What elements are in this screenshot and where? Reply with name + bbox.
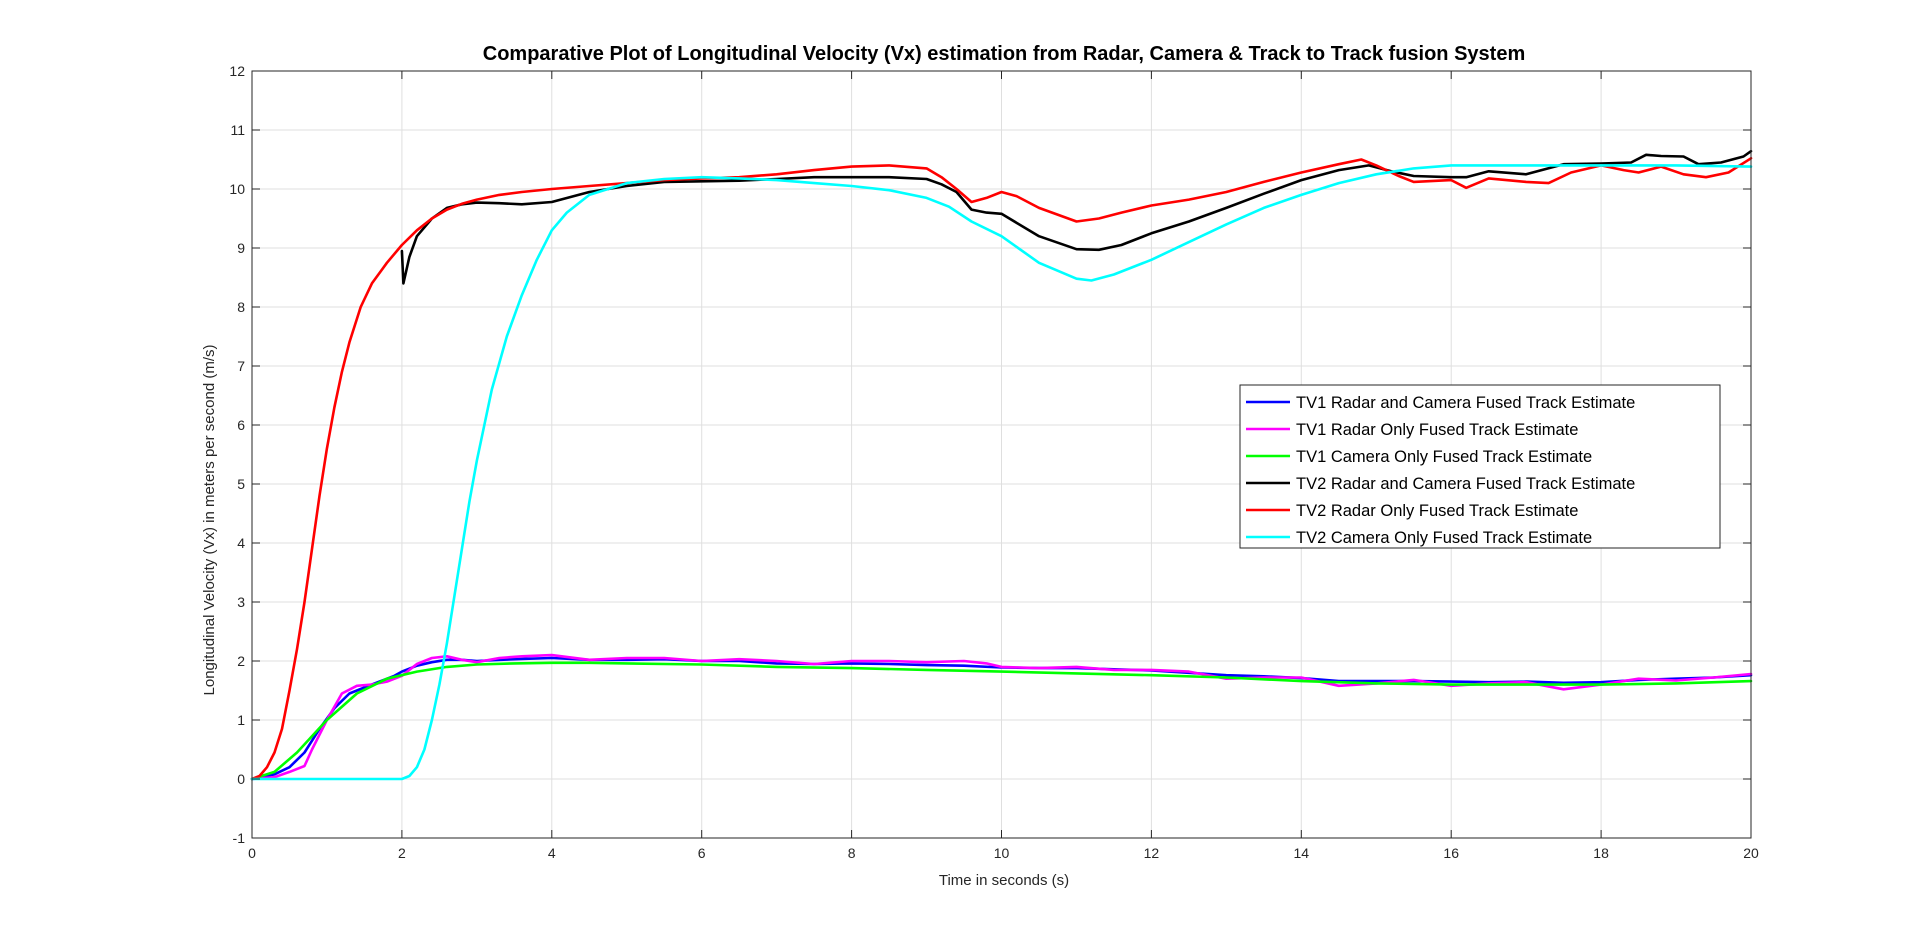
- x-tick-label: 4: [548, 845, 556, 861]
- x-tick-label: 16: [1443, 845, 1459, 861]
- y-tick-label: -1: [233, 830, 246, 846]
- x-tick-label: 2: [398, 845, 406, 861]
- y-tick-label: 1: [237, 712, 245, 728]
- y-tick-label: 6: [237, 417, 245, 433]
- y-tick-label: 8: [237, 299, 245, 315]
- x-tick-label: 12: [1144, 845, 1160, 861]
- y-tick-label: 11: [230, 122, 245, 138]
- chart-title: Comparative Plot of Longitudinal Velocit…: [483, 43, 1525, 65]
- x-tick-label: 20: [1743, 845, 1759, 861]
- y-tick-label: 12: [229, 63, 245, 79]
- legend-label: TV1 Radar Only Fused Track Estimate: [1296, 421, 1578, 439]
- y-axis-label: Longitudinal Velocity (Vx) in meters per…: [201, 345, 218, 696]
- series-lines: [250, 149, 1753, 781]
- y-tick-label: 3: [237, 594, 245, 610]
- x-tick-label: 10: [994, 845, 1010, 861]
- series-line-6: [250, 164, 1753, 781]
- x-tick-label: 18: [1593, 845, 1609, 861]
- series-line-3: [250, 661, 1753, 781]
- legend-box: [1239, 384, 1721, 549]
- y-tick-label: 0: [237, 771, 245, 787]
- legend-items: TV1 Radar and Camera Fused Track Estimat…: [1246, 394, 1635, 547]
- y-tick-label: 5: [237, 476, 245, 492]
- x-tick-label: 8: [848, 845, 856, 861]
- series-line-4: [400, 149, 1753, 285]
- y-tick-label: 10: [229, 181, 245, 197]
- x-tick-label: 6: [698, 845, 706, 861]
- x-axis-label: Time in seconds (s): [939, 872, 1069, 889]
- x-tick-label: 14: [1294, 845, 1310, 861]
- y-tick-label: 7: [237, 358, 245, 374]
- legend: TV1 Radar and Camera Fused Track Estimat…: [1239, 384, 1721, 549]
- x-tick-label: 0: [248, 845, 256, 861]
- y-tick-label: 9: [237, 240, 245, 256]
- legend-label: TV1 Camera Only Fused Track Estimate: [1296, 448, 1592, 466]
- y-tick-label: 4: [237, 535, 245, 551]
- y-tick-label: 2: [237, 653, 245, 669]
- legend-label: TV2 Radar Only Fused Track Estimate: [1296, 502, 1578, 520]
- series-line-5: [250, 157, 1753, 781]
- legend-label: TV2 Camera Only Fused Track Estimate: [1296, 529, 1592, 547]
- legend-label: TV1 Radar and Camera Fused Track Estimat…: [1296, 394, 1635, 412]
- legend-label: TV2 Radar and Camera Fused Track Estimat…: [1296, 475, 1635, 493]
